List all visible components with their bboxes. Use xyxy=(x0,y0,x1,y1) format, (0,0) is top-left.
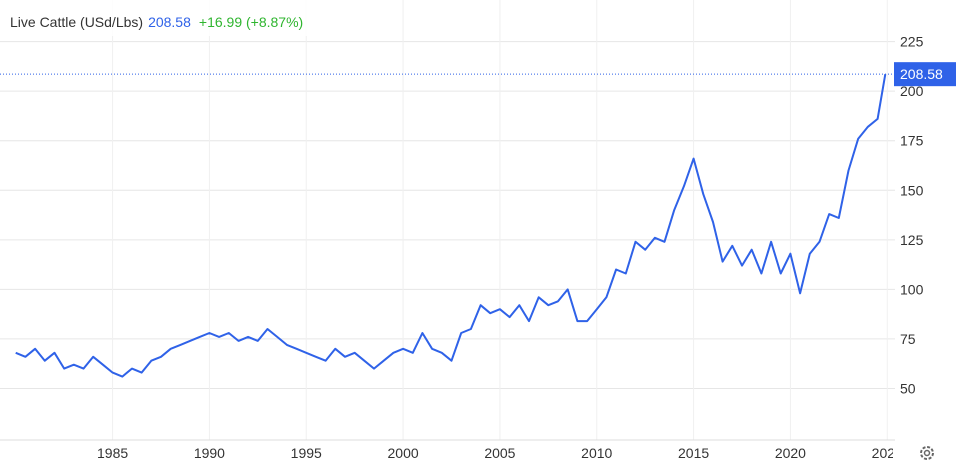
y-tick-label: 75 xyxy=(900,331,916,347)
settings-icon[interactable] xyxy=(920,446,934,460)
axes: 50 75 100 125 150 175 200 225 208.58 xyxy=(0,34,956,441)
change: +16.99 (+8.87%) xyxy=(199,14,303,30)
x-tick-label: 2025 xyxy=(872,445,903,461)
title: Live Cattle (USd/Lbs) xyxy=(10,14,143,30)
last-value-label: 208.58 xyxy=(900,66,943,82)
y-tick-label: 150 xyxy=(900,182,924,198)
chart-title: Live Cattle (USd/Lbs) 208.58 +16.99 (+8.87… xyxy=(10,14,303,30)
x-tick-label: 1990 xyxy=(194,445,225,461)
y-tick-label: 125 xyxy=(900,232,924,248)
x-tick-label: 2015 xyxy=(678,445,709,461)
line-series xyxy=(15,74,887,378)
y-tick-label: 200 xyxy=(900,83,924,99)
grid xyxy=(0,0,895,440)
x-tick-label: 1995 xyxy=(291,445,322,461)
y-tick-label: 225 xyxy=(900,34,924,50)
y-tick-label: 100 xyxy=(900,281,924,297)
last-price: 208.58 xyxy=(148,14,191,30)
x-tick-label: 2000 xyxy=(388,445,419,461)
plot-area: 1985 1990 1995 2000 2005 2010 2015 2020 2025 xyxy=(15,74,903,461)
last-value-tag xyxy=(894,62,956,87)
y-tick-label: 50 xyxy=(900,380,916,396)
x-tick-label: 2010 xyxy=(581,445,612,461)
x-tick-label: 1985 xyxy=(97,445,128,461)
x-tick-label: 2020 xyxy=(775,445,806,461)
title-backdrop xyxy=(0,0,380,36)
x-tick-label: 2005 xyxy=(484,445,515,461)
y-tick-label: 175 xyxy=(900,133,924,149)
